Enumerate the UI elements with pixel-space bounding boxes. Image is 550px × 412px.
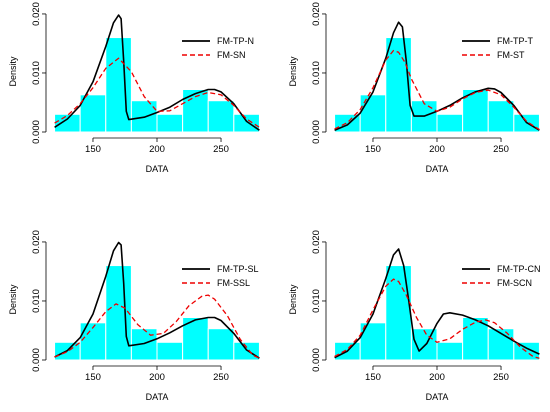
y-tick-label-0: 0.000 bbox=[311, 348, 322, 372]
y-axis-label: Density bbox=[8, 56, 18, 87]
x-tick-label-250: 250 bbox=[213, 144, 229, 155]
histogram-bar-5 bbox=[156, 113, 184, 133]
histogram-bar-7 bbox=[207, 100, 235, 133]
x-tick-label-200: 200 bbox=[429, 144, 445, 155]
x-tick-label-200: 200 bbox=[149, 372, 165, 383]
density-curve-FM-ST bbox=[334, 49, 540, 131]
histogram-bar-5 bbox=[156, 341, 184, 361]
density-curve-FM-SCN bbox=[334, 278, 540, 359]
x-tick-label-200: 200 bbox=[149, 144, 165, 155]
legend-label-FM-SSL: FM-SSL bbox=[217, 278, 250, 288]
panel-4: 150 200 250 DATA 0.000 0.010 0.020 Density FM-TP… bbox=[288, 230, 541, 402]
y-tick-label-2: 0.020 bbox=[311, 2, 322, 26]
panel-1: 150 200 250 DATA 0.000 0.010 0.020 Density FM-TP… bbox=[8, 2, 260, 174]
legend-label-FM-SN: FM-SN bbox=[217, 50, 246, 60]
y-axis-label: Density bbox=[288, 56, 298, 87]
x-tick-label-250: 250 bbox=[493, 144, 509, 155]
x-tick-label-150: 150 bbox=[85, 372, 101, 383]
histogram-bar-8 bbox=[233, 113, 260, 133]
density-curve-FM-TP-SL bbox=[54, 241, 260, 359]
histogram-bar-7 bbox=[207, 328, 235, 361]
histogram-bar-6 bbox=[182, 89, 209, 133]
x-tick-label-250: 250 bbox=[213, 372, 229, 383]
legend-label-FM-TP-SL: FM-TP-SL bbox=[217, 264, 259, 274]
histogram-bar-8 bbox=[233, 341, 260, 361]
y-tick-label-0: 0.000 bbox=[311, 120, 322, 144]
histogram-bar-5 bbox=[436, 113, 464, 133]
y-tick-label-1: 0.010 bbox=[31, 61, 42, 85]
legend-label-FM-ST: FM-ST bbox=[497, 50, 525, 60]
x-axis-label: DATA bbox=[146, 164, 169, 174]
x-tick-label-150: 150 bbox=[365, 144, 381, 155]
histogram-bar-7 bbox=[487, 100, 515, 133]
y-tick-label-0: 0.000 bbox=[31, 348, 42, 372]
x-axis-label: DATA bbox=[146, 392, 169, 402]
x-axis-label: DATA bbox=[426, 164, 449, 174]
legend: FM-TP-CN FM-SCN bbox=[462, 264, 541, 288]
x-tick-label-150: 150 bbox=[365, 372, 381, 383]
legend-label-FM-TP-T: FM-TP-T bbox=[497, 36, 533, 46]
y-axis-label: Density bbox=[8, 284, 18, 315]
x-tick-label-150: 150 bbox=[85, 144, 101, 155]
legend: FM-TP-N FM-SN bbox=[182, 36, 254, 60]
y-tick-label-0: 0.000 bbox=[31, 120, 42, 144]
panel-2: 150 200 250 DATA 0.000 0.010 0.020 Density FM-TP… bbox=[288, 2, 540, 174]
panel-3: 150 200 250 DATA 0.000 0.010 0.020 Density FM-TP… bbox=[8, 230, 260, 402]
histogram-bar-3 bbox=[105, 265, 132, 361]
histogram-bar-3 bbox=[385, 265, 412, 361]
y-tick-label-2: 0.020 bbox=[31, 2, 42, 26]
histogram-bar-2 bbox=[359, 94, 387, 133]
histogram-bar-3 bbox=[105, 37, 132, 133]
y-tick-label-2: 0.020 bbox=[31, 230, 42, 254]
x-tick-label-250: 250 bbox=[493, 372, 509, 383]
y-tick-label-1: 0.010 bbox=[311, 289, 322, 313]
y-axis-label: Density bbox=[288, 284, 298, 315]
density-curve-FM-SSL bbox=[54, 294, 260, 359]
histogram-bar-5 bbox=[436, 341, 464, 361]
x-axis-label: DATA bbox=[426, 392, 449, 402]
legend-label-FM-TP-N: FM-TP-N bbox=[217, 36, 254, 46]
y-tick-label-1: 0.010 bbox=[31, 289, 42, 313]
density-curve-FM-TP-CN bbox=[334, 248, 540, 359]
y-tick-label-1: 0.010 bbox=[311, 61, 322, 85]
density-curve-FM-SN bbox=[54, 57, 260, 128]
x-tick-label-200: 200 bbox=[429, 372, 445, 383]
legend-label-FM-SCN: FM-SCN bbox=[497, 278, 532, 288]
legend: FM-TP-SL FM-SSL bbox=[182, 264, 259, 288]
histogram-bar-4 bbox=[410, 328, 438, 361]
histogram-bar-2 bbox=[79, 94, 107, 133]
legend-label-FM-TP-CN: FM-TP-CN bbox=[497, 264, 541, 274]
histogram-bar-1 bbox=[54, 113, 81, 133]
density-curve-FM-TP-N bbox=[54, 14, 260, 131]
y-tick-label-2: 0.020 bbox=[311, 230, 322, 254]
legend: FM-TP-T FM-ST bbox=[462, 36, 533, 60]
